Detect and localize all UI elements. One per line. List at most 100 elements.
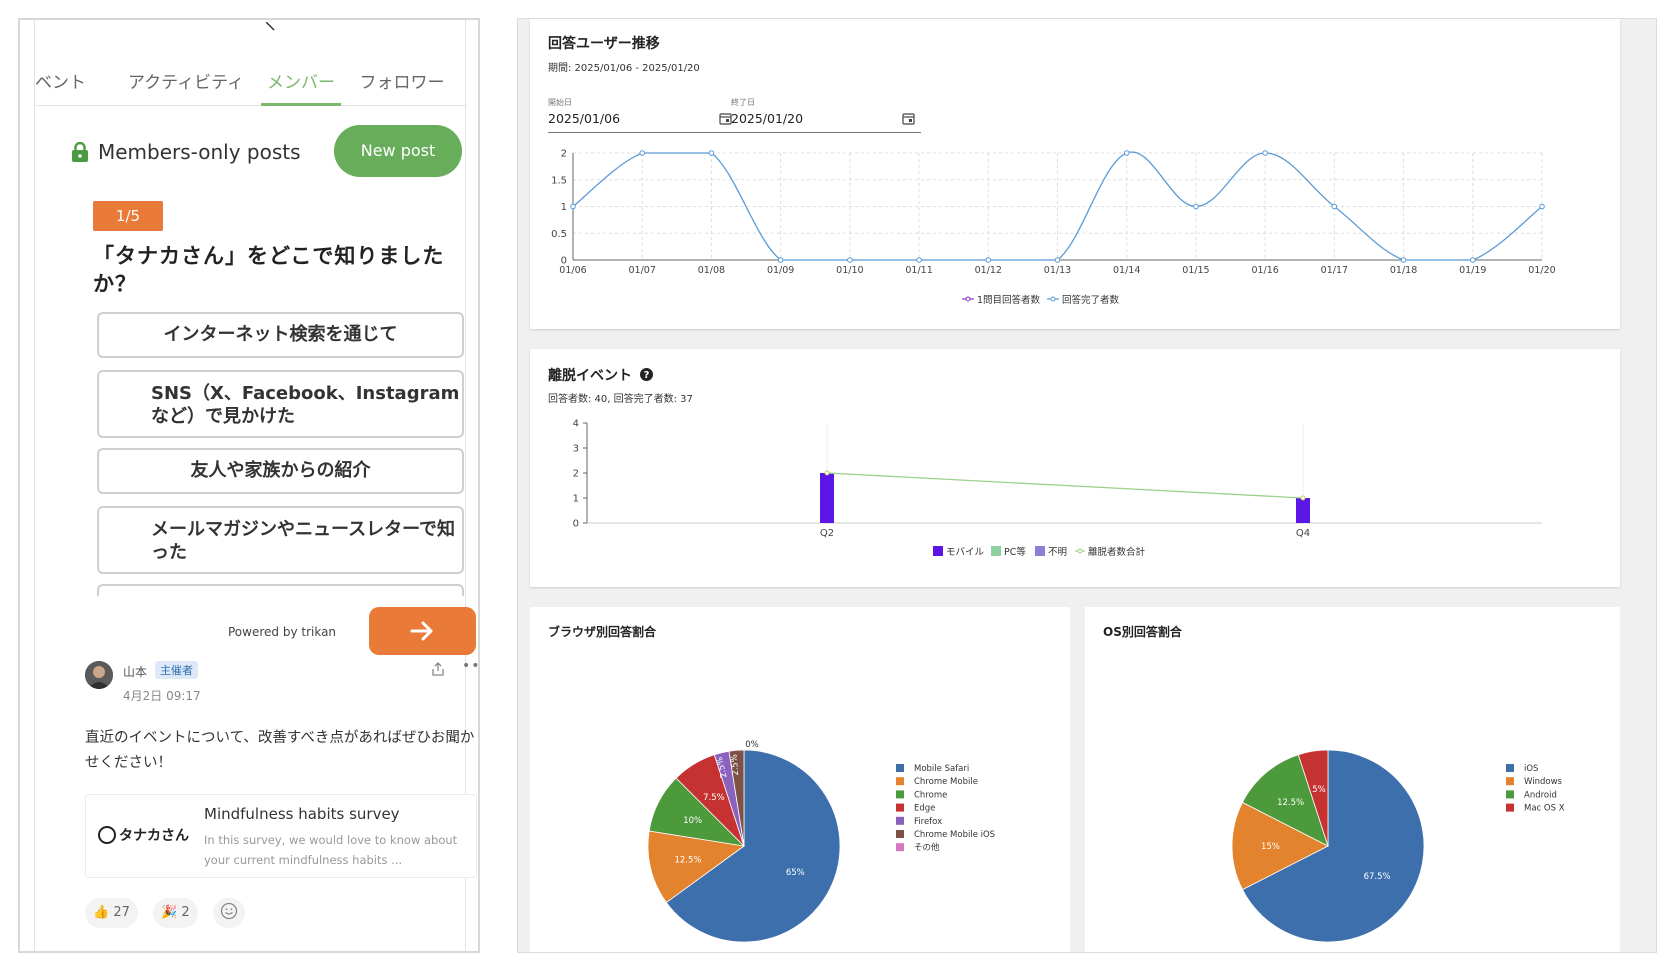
- legend-label: Chrome Mobile iOS: [914, 830, 995, 840]
- calendar-icon[interactable]: [719, 112, 732, 125]
- x-tick-label: 01/15: [1182, 265, 1209, 276]
- end-date-value[interactable]: 2025/01/20: [731, 111, 804, 126]
- next-question-button[interactable]: [369, 607, 476, 655]
- x-tick-label: 01/06: [559, 265, 586, 276]
- new-post-button[interactable]: New post: [334, 125, 462, 177]
- legend-swatch: [1506, 790, 1514, 799]
- slice-label: 7.5%: [703, 793, 725, 803]
- survey-description: In this survey, we would love to know ab…: [204, 833, 458, 867]
- legend-label: モバイル: [946, 547, 985, 558]
- legend-marker: [1077, 548, 1083, 554]
- slice-label: 15%: [1261, 842, 1280, 852]
- data-point: [1400, 257, 1407, 263]
- slice-label: 12.5%: [1277, 798, 1304, 808]
- dropout-title: 離脱イベント: [548, 368, 632, 384]
- legend-label: Mac OS X: [1524, 804, 1565, 814]
- x-tick-label: 01/19: [1459, 265, 1486, 276]
- reaction-party[interactable]: 🎉 2: [153, 898, 198, 928]
- data-point: [824, 470, 830, 476]
- start-date-value[interactable]: 2025/01/06: [548, 111, 621, 126]
- post-author[interactable]: 山本: [123, 665, 148, 679]
- os-title: OS別回答割合: [1103, 625, 1182, 639]
- bar-mobile: [1296, 498, 1310, 523]
- dropout-subtitle: 回答者数: 40, 回答完了者数: 37: [548, 394, 693, 405]
- legend-swatch: [933, 546, 943, 556]
- share-icon[interactable]: [430, 661, 446, 677]
- party-popper-icon: 🎉: [161, 905, 178, 920]
- legend-swatch: [1035, 546, 1045, 556]
- pie-slice: [1241, 749, 1425, 943]
- legend-label: Edge: [914, 804, 935, 814]
- end-date-field[interactable]: 終了日 2025/01/20: [731, 97, 921, 133]
- legend-label: 1問目回答者数: [977, 294, 1041, 306]
- slice-label: 5%: [1312, 785, 1326, 795]
- legend-label: Android: [1524, 790, 1557, 800]
- tab-activity[interactable]: アクティビティ: [127, 73, 245, 93]
- answer-option-4[interactable]: メールマガジンやニュースレターで知った: [97, 506, 464, 574]
- browser-share-card: ブラウザ別回答割合 65% 12.5% 10% 7.5% 2.5% 2.5% 0% Mobil…: [530, 607, 1070, 952]
- legend-swatch: [991, 546, 1001, 556]
- pie-slice: [728, 749, 745, 847]
- survey-title: Mindfulness habits survey: [204, 805, 400, 823]
- community-tabs: ベント アクティビティ メンバー フォロワー: [35, 42, 467, 106]
- y-tick-label: 0: [561, 256, 567, 267]
- slice-label: 10%: [683, 816, 702, 826]
- legend-label: Chrome Mobile: [914, 777, 978, 787]
- survey-link-card[interactable]: タナカさん Mindfulness habits survey In this …: [85, 794, 477, 878]
- data-point: [985, 257, 992, 263]
- data-point: [1331, 203, 1338, 210]
- answer-option-1[interactable]: インターネット検索を通じて: [97, 312, 464, 358]
- data-point: [916, 257, 922, 263]
- data-point: [1193, 203, 1199, 210]
- x-tick-label: 01/16: [1251, 265, 1278, 276]
- add-reaction-button[interactable]: [213, 898, 245, 928]
- answer-option-2[interactable]: SNS（X、Facebook、Instagramなど）で見かけた: [97, 370, 464, 438]
- svg-text:?: ?: [643, 370, 649, 381]
- answer-option-5-partial[interactable]: [97, 584, 464, 596]
- reaction-count: 27: [113, 905, 130, 920]
- avatar[interactable]: [85, 661, 113, 689]
- smiley-icon: [220, 902, 238, 920]
- pie-slice: [1241, 754, 1329, 847]
- x-tick-label: 01/18: [1390, 265, 1417, 276]
- data-point: [1539, 203, 1545, 210]
- total-dropout-line: [826, 472, 1304, 499]
- end-date-label: 終了日: [731, 98, 755, 107]
- pie-slice: [1231, 801, 1329, 891]
- legend-label: 回答完了者数: [1062, 294, 1120, 306]
- data-point: [1262, 150, 1268, 156]
- trend-period: 期間: 2025/01/06 - 2025/01/20: [548, 63, 700, 74]
- tab-followers[interactable]: フォロワー: [359, 73, 445, 93]
- help-icon[interactable]: ?: [639, 368, 653, 381]
- data-point: [570, 203, 576, 210]
- tab-members[interactable]: メンバー: [255, 42, 347, 106]
- legend-swatch: [896, 764, 904, 772]
- dropout-bar-chart: 0 1 2 3 4 Q2 Q4 モバイル PC等 不明 離脱者数合計: [573, 419, 1542, 558]
- data-point: [1300, 495, 1306, 501]
- legend-marker: [1050, 296, 1056, 302]
- data-point: [1054, 257, 1061, 263]
- legend-marker: [965, 296, 971, 302]
- start-date-field[interactable]: 開始日 2025/01/06: [548, 97, 738, 133]
- legend-swatch: [896, 803, 904, 812]
- y-tick-label: 4: [573, 419, 579, 430]
- legend-swatch: [1506, 777, 1514, 786]
- reaction-thumbs-up[interactable]: 👍 27: [85, 898, 138, 928]
- dropout-event-card: 離脱イベント ? 回答者数: 40, 回答完了者数: 37 0 1 2 3 4 Q2 Q4 モ…: [530, 349, 1620, 587]
- pie-slice: [1297, 749, 1329, 847]
- x-tick-label: 01/17: [1321, 265, 1348, 276]
- answer-option-3[interactable]: 友人や家族からの紹介: [97, 448, 464, 494]
- more-options-icon[interactable]: •••: [462, 658, 480, 674]
- response-trend-card: 回答ユーザー推移 期間: 2025/01/06 - 2025/01/20 開始日…: [530, 19, 1620, 329]
- calendar-icon[interactable]: [902, 112, 915, 125]
- legend-swatch: [1506, 764, 1514, 772]
- data-point: [847, 257, 853, 263]
- cursor-mark-icon: [266, 22, 275, 31]
- powered-by-label: Powered by trikan: [228, 625, 337, 639]
- tab-events[interactable]: ベント: [35, 73, 86, 93]
- legend-label: 離脱者数合計: [1088, 546, 1146, 558]
- trend-title: 回答ユーザー推移: [548, 36, 660, 52]
- legend-label: 不明: [1048, 547, 1067, 558]
- y-tick-label: 3: [573, 444, 579, 455]
